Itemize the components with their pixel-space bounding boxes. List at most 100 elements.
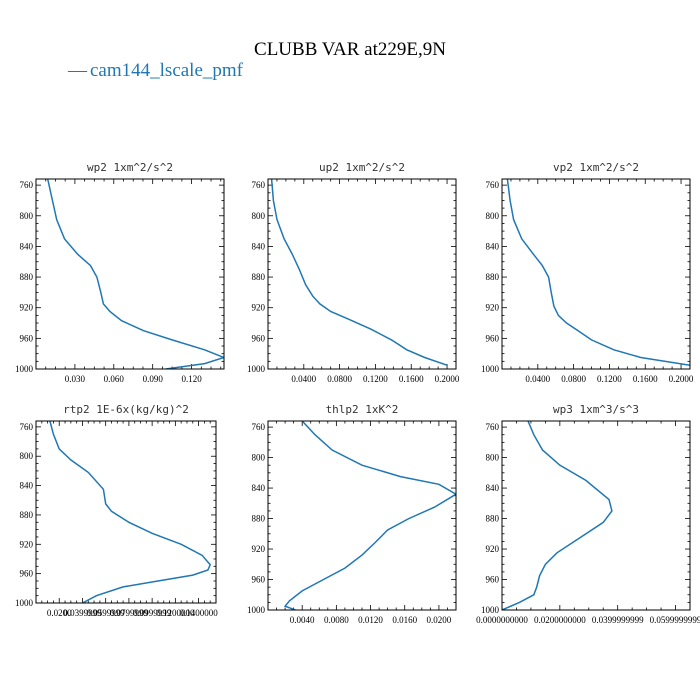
- x-tick-label: 0.0599999: [87, 608, 126, 618]
- y-tick-label: 880: [486, 514, 500, 524]
- x-tick-label: 0.2000: [669, 374, 694, 384]
- y-tick-label: 1000: [15, 598, 34, 608]
- y-tick-label: 1000: [15, 364, 34, 374]
- x-tick-label: 0.0599999999: [650, 615, 700, 625]
- y-tick-label: 800: [20, 211, 34, 221]
- y-tick-label: 880: [252, 272, 266, 282]
- x-tick-label: 0.0400: [525, 374, 550, 384]
- panel-3: vp2 1xm^2/s^2 760 800 840 880 920 960 1000 0.040…: [481, 161, 694, 384]
- x-tick-label: 0.1200000: [156, 608, 195, 618]
- x-tick-label: 0.0200: [47, 608, 72, 618]
- y-tick-label: 920: [20, 303, 34, 313]
- plot-frame: [501, 420, 691, 611]
- y-tick-label: 920: [486, 544, 500, 554]
- panel-title: up2 1xm^2/s^2: [319, 161, 405, 174]
- x-tick-label: 0.0000000000: [476, 615, 528, 625]
- y-tick-label: 760: [252, 422, 266, 432]
- y-tick-label: 840: [20, 241, 34, 251]
- y-tick-label: 760: [20, 422, 34, 432]
- x-tick-label: 0.0200000000: [534, 615, 586, 625]
- x-tick-label: 0.0120: [358, 615, 383, 625]
- y-tick-label: 960: [20, 333, 34, 343]
- y-tick-label: 760: [486, 180, 500, 190]
- x-tick-label: 0.1600: [399, 374, 424, 384]
- x-tick-label: 0.1400000: [179, 608, 218, 618]
- panel-title: rtp2 1E-6x(kg/kg)^2: [63, 403, 189, 416]
- series-line: [49, 421, 212, 603]
- series-line: [502, 421, 613, 610]
- plot-frame: [35, 420, 217, 604]
- panel-6: wp3 1xm^3/s^3 760 800 840 880 920 960 10000.000…: [476, 403, 700, 625]
- y-tick-label: 800: [252, 453, 266, 463]
- figure-legend: — cam144_lscale_pmf: [67, 60, 244, 81]
- x-tick-label: 0.0799999: [110, 608, 149, 618]
- x-tick-label: 0.120: [181, 374, 202, 384]
- series-line: [506, 179, 690, 366]
- panel-grid: wp2 1xm^2/s^2 760 800 840 880 920 960 1000 0.030…: [15, 161, 700, 625]
- x-tick-label: 0.1200: [363, 374, 388, 384]
- y-tick-label: 960: [486, 575, 500, 585]
- y-tick-label: 880: [486, 272, 500, 282]
- plot-frame: [35, 178, 225, 370]
- y-tick-label: 760: [20, 180, 34, 190]
- panel-title: wp3 1xm^3/s^3: [553, 403, 639, 416]
- x-tick-label: 0.0400: [291, 374, 316, 384]
- panel-title: vp2 1xm^2/s^2: [553, 161, 639, 174]
- x-tick-label: 0.0160: [392, 615, 417, 625]
- y-tick-label: 840: [486, 241, 500, 251]
- y-tick-label: 960: [252, 575, 266, 585]
- x-tick-label: 0.0399999999: [592, 615, 644, 625]
- y-tick-label: 880: [20, 510, 34, 520]
- y-tick-label: 840: [486, 483, 500, 493]
- y-tick-label: 880: [252, 514, 266, 524]
- series-line: [283, 421, 456, 610]
- x-tick-label: 0.0800: [561, 374, 586, 384]
- y-tick-label: 960: [20, 569, 34, 579]
- x-tick-label: 0.0080: [324, 615, 349, 625]
- y-tick-label: 840: [252, 483, 266, 493]
- panel-1: wp2 1xm^2/s^2 760 800 840 880 920 960 1000 0.030…: [15, 161, 225, 384]
- y-tick-label: 800: [486, 211, 500, 221]
- y-tick-label: 760: [486, 422, 500, 432]
- panel-title: wp2 1xm^2/s^2: [87, 161, 173, 174]
- x-tick-label: 0.0399999: [63, 608, 102, 618]
- y-tick-label: 800: [486, 453, 500, 463]
- figure-title: CLUBB VAR at229E,9N: [254, 39, 446, 60]
- x-tick-label: 0.030: [65, 374, 86, 384]
- y-tick-label: 1000: [481, 605, 500, 615]
- plot-frame: [267, 178, 457, 370]
- x-tick-label: 0.0800: [327, 374, 352, 384]
- y-tick-label: 1000: [247, 605, 266, 615]
- y-tick-label: 1000: [481, 364, 500, 374]
- panel-2: up2 1xm^2/s^2 760 800 840 880 920 960 1000 0.040…: [247, 161, 460, 384]
- series-line: [46, 179, 224, 369]
- x-tick-label: 0.0040: [290, 615, 315, 625]
- y-tick-label: 920: [486, 303, 500, 313]
- panel-5: thlp2 1xK^2 760 800 840 880 920 960 1000 0.0040 0…: [247, 403, 457, 625]
- x-tick-label: 0.090: [143, 374, 164, 384]
- y-tick-label: 960: [486, 333, 500, 343]
- legend-line-glyph: —: [67, 60, 88, 81]
- panel-4: rtp2 1E-6x(kg/kg)^2 760 800 840 880 920 960 100…: [15, 403, 218, 618]
- series-line: [270, 179, 448, 366]
- y-tick-label: 920: [252, 303, 266, 313]
- y-tick-label: 880: [20, 272, 34, 282]
- x-tick-label: 0.0200: [427, 615, 452, 625]
- x-tick-label: 0.1200: [597, 374, 622, 384]
- x-tick-label: 0.060: [104, 374, 125, 384]
- y-tick-label: 920: [252, 544, 266, 554]
- y-tick-label: 1000: [247, 364, 266, 374]
- y-tick-label: 840: [20, 481, 34, 491]
- plot-frame: [501, 178, 691, 370]
- legend-label: cam144_lscale_pmf: [90, 60, 244, 81]
- y-tick-label: 960: [252, 333, 266, 343]
- y-tick-label: 760: [252, 180, 266, 190]
- y-tick-label: 800: [20, 451, 34, 461]
- x-tick-label: 0.1600: [633, 374, 658, 384]
- y-tick-label: 840: [252, 241, 266, 251]
- x-tick-label: 0.2000: [435, 374, 460, 384]
- y-tick-label: 920: [20, 539, 34, 549]
- panel-title: thlp2 1xK^2: [326, 403, 399, 416]
- plot-frame: [267, 420, 457, 611]
